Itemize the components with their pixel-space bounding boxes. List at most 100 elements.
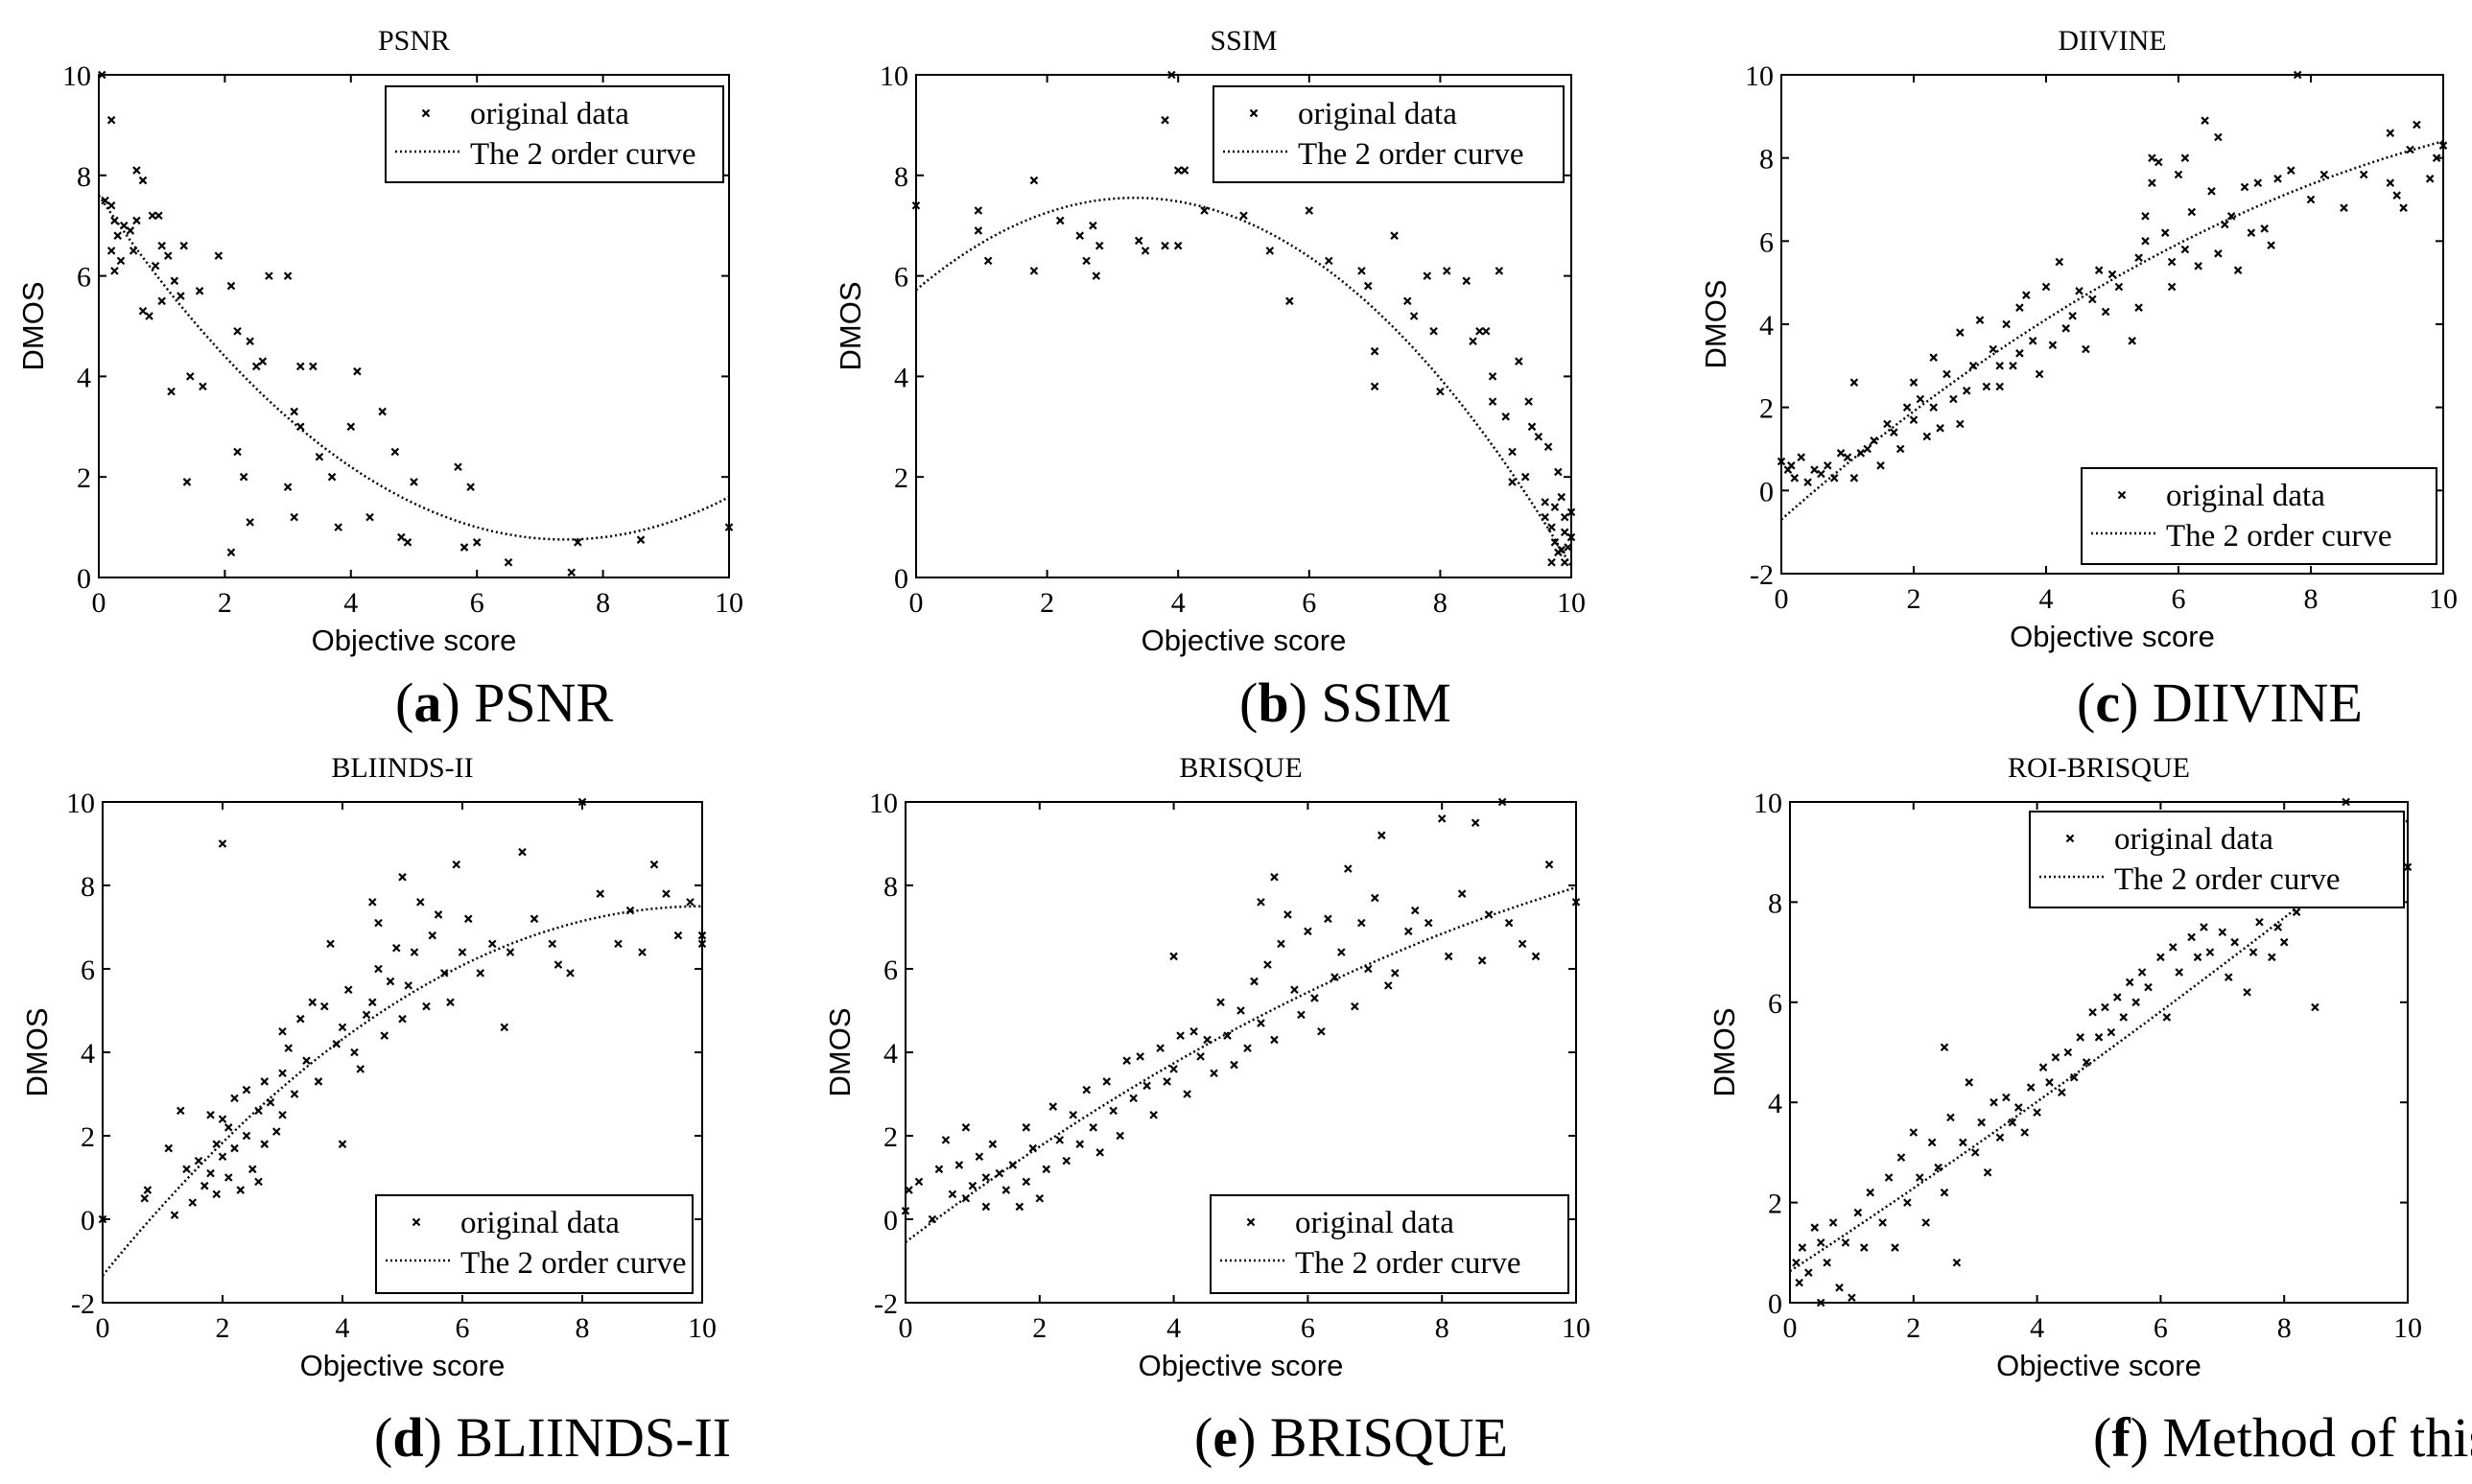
data-point (260, 1077, 270, 1086)
fit-curve (97, 195, 730, 541)
legend: original data The 2 order curve (375, 1194, 694, 1294)
data-point (439, 969, 449, 978)
data-point (278, 1110, 287, 1119)
data-point (1163, 1077, 1171, 1086)
legend: original data The 2 order curve (1212, 85, 1565, 183)
data-point (2253, 178, 2263, 187)
x-tick-label: 4 (343, 587, 358, 619)
data-point (1798, 1243, 1807, 1252)
data-point (1015, 1202, 1024, 1212)
data-point (1915, 1173, 1924, 1182)
plot-frame (98, 74, 730, 578)
data-point (452, 860, 461, 869)
legend-marker (1246, 1217, 1256, 1227)
data-point (2022, 291, 2031, 299)
data-point (1965, 1078, 1974, 1087)
data-point (2162, 1013, 2172, 1022)
data-point (1518, 939, 1527, 949)
data-point (2438, 141, 2448, 150)
data-point (1180, 166, 1189, 175)
y-tick-label: 6 (77, 262, 91, 294)
data-point (2194, 262, 2202, 271)
data-point (218, 839, 227, 848)
data-point (1371, 893, 1379, 903)
data-point (1176, 1031, 1185, 1040)
data-point (1860, 1243, 1869, 1252)
data-point (138, 307, 148, 316)
data-point (1995, 362, 2004, 370)
data-point (2399, 203, 2408, 212)
data-point (1095, 241, 1104, 250)
y-tick-label: 10 (1745, 60, 1774, 92)
chart-title: SSIM (1210, 25, 1277, 57)
data-point (2273, 175, 2282, 183)
data-point (2260, 224, 2269, 233)
data-point (1810, 1223, 1820, 1232)
legend-entry: The 2 order curve (1295, 1246, 1520, 1281)
data-point (1902, 403, 1912, 412)
x-tick-label: 4 (2030, 1312, 2044, 1344)
data-point (1363, 281, 1373, 291)
data-point (2107, 1027, 2116, 1037)
data-point (1895, 444, 1905, 454)
data-point (126, 226, 135, 235)
data-point (365, 512, 374, 522)
data-point (995, 1168, 1004, 1178)
data-point (2055, 257, 2064, 267)
data-point (1909, 415, 1919, 424)
data-point (1270, 873, 1279, 882)
data-point (1866, 1188, 1874, 1197)
data-point (1351, 1001, 1359, 1011)
data-point (283, 271, 293, 280)
data-point (1829, 474, 1839, 483)
data-point (1940, 1043, 1949, 1052)
data-point (1370, 346, 1379, 356)
data-point (638, 948, 647, 956)
chart-1: PSNR 0 2 4 6 8 10 0 2 4 6 8 10 Objective score DMOS ori… (16, 25, 743, 657)
x-tick-label: 6 (2154, 1312, 2168, 1344)
data-point (983, 256, 993, 266)
data-point (397, 532, 406, 542)
data-point (254, 1106, 263, 1116)
legend-entry: The 2 order curve (460, 1246, 686, 1281)
data-point (1946, 1113, 1955, 1122)
data-point (2028, 337, 2037, 345)
fit-curve (1780, 140, 2444, 521)
y-tick-label: 4 (894, 362, 908, 393)
data-point (1424, 918, 1433, 928)
data-point (2125, 978, 2134, 987)
y-axis-label: DMOS (834, 282, 867, 371)
data-point (2141, 237, 2150, 246)
data-point (242, 1085, 251, 1095)
data-point (170, 276, 179, 286)
x-tick-label: 2 (218, 587, 232, 619)
data-point (1055, 216, 1065, 225)
data-point (596, 889, 605, 898)
data-point (1008, 1161, 1018, 1169)
data-point (176, 1106, 185, 1116)
data-point (1437, 814, 1447, 823)
data-point (948, 1190, 957, 1199)
data-point (1927, 1138, 1937, 1147)
data-point (98, 70, 106, 80)
data-point (2134, 303, 2143, 312)
data-point (295, 1014, 305, 1024)
data-point (2082, 1058, 2091, 1067)
legend-marker (1249, 108, 1259, 118)
data-point (1848, 1293, 1856, 1303)
data-point (1403, 927, 1413, 936)
data-point (1236, 1006, 1245, 1015)
data-point (2101, 1002, 2109, 1012)
data-point (636, 535, 646, 544)
data-point (1196, 1052, 1205, 1061)
data-point (2094, 266, 2104, 274)
scatter-series (98, 70, 734, 577)
data-point (2267, 241, 2275, 249)
data-point (1022, 1123, 1031, 1132)
y-axis-label: DMOS (16, 282, 50, 371)
data-point (1876, 461, 1885, 470)
data-point (1989, 344, 1998, 354)
data-point (2200, 923, 2208, 931)
data-point (218, 1115, 227, 1123)
data-point (1161, 115, 1169, 125)
